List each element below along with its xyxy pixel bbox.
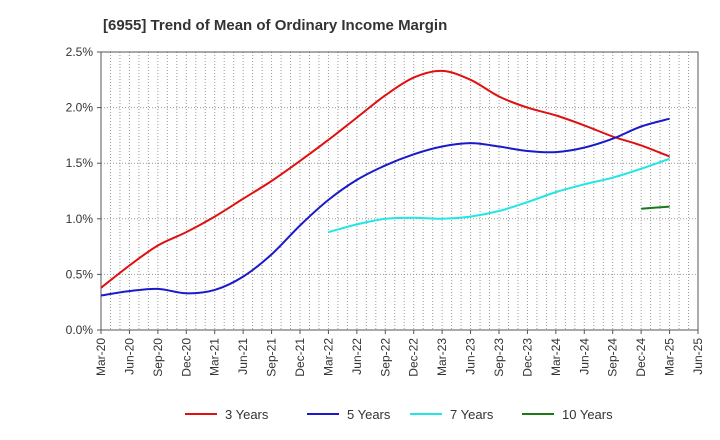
y-tick-label: 2.5% <box>66 45 94 59</box>
series-lines <box>100 69 670 297</box>
y-tick-label: 1.5% <box>66 156 94 170</box>
legend: 3 Years 5 Years 7 Years 10 Years <box>185 407 613 422</box>
plot-frame <box>100 51 699 331</box>
x-tick-label: Mar-21 <box>208 338 222 376</box>
x-tick-label: Dec-24 <box>634 338 648 377</box>
x-tick-label: Sep-22 <box>378 338 392 377</box>
series-line-4 <box>641 205 670 210</box>
legend-label: 10 Years <box>562 407 613 422</box>
x-tick-label: Mar-22 <box>321 338 335 376</box>
x-tick-label: Sep-24 <box>606 338 620 377</box>
x-tick-label: Mar-24 <box>549 338 563 376</box>
y-tick-label: 2.0% <box>66 101 94 115</box>
series-line-1 <box>100 69 670 289</box>
x-tick-label: Sep-23 <box>492 338 506 377</box>
x-tick-label: Sep-21 <box>265 338 279 377</box>
x-tick-label: Sep-20 <box>151 338 165 377</box>
x-tick-label: Dec-21 <box>293 338 307 377</box>
x-tick-label: Mar-20 <box>94 338 108 376</box>
series-line-2 <box>100 117 670 297</box>
legend-label: 5 Years <box>347 407 391 422</box>
x-tick-label: Jun-21 <box>236 338 250 375</box>
axes: 0.0% 0.5% 1.0% 1.5% 2.0% 2.5% Mar-20 Jun-20 Sep-… <box>66 45 705 377</box>
x-tick-label: Jun-22 <box>350 338 364 375</box>
series-line-3 <box>328 157 670 234</box>
x-tick-label: Jun-25 <box>691 338 705 375</box>
x-tick-label: Jun-20 <box>122 338 136 375</box>
x-tick-label: Dec-20 <box>179 338 193 377</box>
x-tick-label: Mar-25 <box>663 338 677 376</box>
y-tick-label: 1.0% <box>66 212 94 226</box>
x-tick-label: Jun-24 <box>577 338 591 375</box>
x-tick-label: Mar-23 <box>435 338 449 376</box>
x-tick-label: Dec-22 <box>407 338 421 377</box>
y-tick-label: 0.0% <box>66 323 94 337</box>
y-tick-label: 0.5% <box>66 267 94 281</box>
legend-label: 7 Years <box>450 407 494 422</box>
x-tick-label: Jun-23 <box>464 338 478 375</box>
x-tick-label: Dec-23 <box>520 338 534 377</box>
legend-label: 3 Years <box>225 407 269 422</box>
grid-lines <box>101 52 698 330</box>
chart-title: [6955] Trend of Mean of Ordinary Income … <box>103 17 447 34</box>
